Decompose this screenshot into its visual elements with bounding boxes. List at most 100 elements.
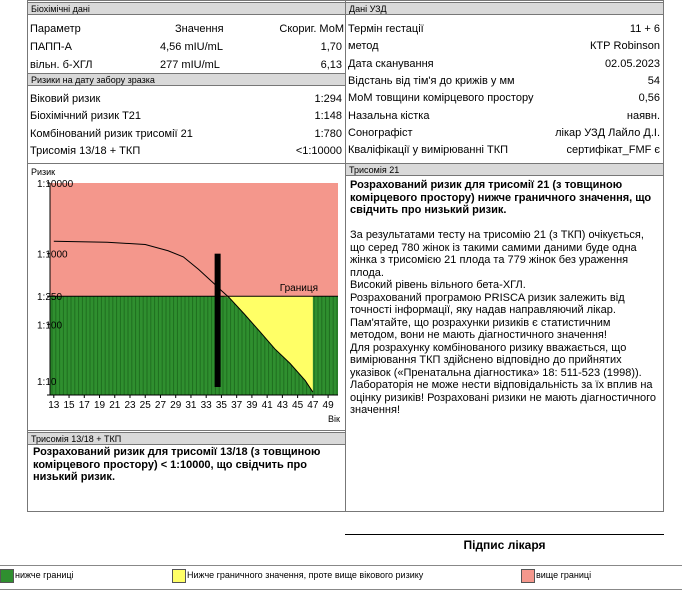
cell: Віковий ризик bbox=[30, 93, 101, 105]
cell: 11 + 6 bbox=[629, 23, 660, 35]
legend-rule bbox=[0, 565, 682, 566]
x-tick-label: 45 bbox=[292, 400, 304, 411]
cell: вільн. б-ХГЛ bbox=[30, 59, 93, 71]
legend-label: Нижче граничного значення, проте вище ві… bbox=[187, 570, 424, 580]
cell: наявн. bbox=[626, 109, 660, 122]
x-tick-label: 31 bbox=[185, 400, 197, 411]
y-tick-label: 1:10000 bbox=[37, 179, 74, 190]
y-tick-label: 1:250 bbox=[37, 292, 62, 303]
t21-paragraph: Розрахований програмою PRISCA ризик зале… bbox=[350, 291, 625, 317]
x-tick-label: 29 bbox=[170, 400, 182, 411]
x-tick-label: 47 bbox=[307, 400, 319, 411]
x-tick-label: 13 bbox=[48, 400, 60, 411]
x-tick-label: 49 bbox=[323, 400, 335, 411]
table-row: Термін гестації 11 + 6 bbox=[348, 21, 660, 38]
x-tick-label: 25 bbox=[140, 400, 152, 411]
x-tick-label: 37 bbox=[231, 400, 243, 411]
legend-swatch bbox=[521, 569, 535, 583]
cell: Відстань від тім'я до крижів у мм bbox=[348, 74, 515, 87]
t21-paragraph: За результатами тесту на трисомію 21 (з … bbox=[350, 229, 644, 279]
x-axis-label: Вік bbox=[328, 414, 340, 424]
y-tick-label: 1:100 bbox=[37, 320, 62, 331]
t1318-text: Розрахований ризик для трисомії 13/18 (з… bbox=[33, 446, 321, 483]
table-row: Трисомія 13/18 + ТКП <1:10000 bbox=[30, 143, 342, 160]
cell: Трисомія 13/18 + ТКП bbox=[30, 144, 141, 157]
x-tick-label: 21 bbox=[109, 400, 121, 411]
cell: Комбінований ризик трисомії 21 bbox=[30, 127, 193, 140]
table-row: Назальна кістка наявн. bbox=[348, 108, 660, 125]
cell: 54 bbox=[647, 74, 660, 87]
cell: метод bbox=[348, 40, 379, 53]
cell: Сонографіст bbox=[348, 126, 413, 139]
table-row: метод КТР Robinson bbox=[348, 38, 660, 55]
col-header: Параметр bbox=[30, 23, 81, 35]
cell: 1:780 bbox=[314, 127, 342, 140]
table-row: МоМ товщини комірцевого простору 0,56 bbox=[348, 90, 660, 107]
x-tick-label: 43 bbox=[277, 400, 289, 411]
x-tick-label: 33 bbox=[201, 400, 213, 411]
cell: Кваліфікації у вимірюванні ТКП bbox=[348, 144, 509, 157]
y-axis-label: Ризик bbox=[31, 167, 55, 177]
risk-chart: Границя 1:10 1:100 1:250 1:1000 1:10000 13 15 17… bbox=[27, 163, 346, 431]
region-above bbox=[50, 183, 338, 297]
table-row: Сонографіст лікар УЗД Лайло Д.І. bbox=[348, 125, 660, 142]
section-header: Дані УЗД bbox=[345, 2, 664, 15]
region-between bbox=[53, 296, 313, 393]
cell: <1:10000 bbox=[295, 144, 342, 157]
cell: лікар УЗД Лайло Д.І. bbox=[555, 126, 660, 139]
table-row: вільн. б-ХГЛ 277 mIU/mL 6,13 bbox=[30, 57, 344, 74]
cell: Дата сканування bbox=[348, 57, 434, 70]
section-header: Біохімічні дані bbox=[27, 2, 346, 15]
x-tick-label: 35 bbox=[216, 400, 228, 411]
cell: 1:294 bbox=[314, 93, 342, 105]
col-header: Значення bbox=[175, 23, 224, 35]
section-header: Ризики на дату забору зразка bbox=[27, 73, 346, 86]
table-header-row: Параметр Значення Скориг. МоМ bbox=[30, 21, 344, 38]
cell: 0,56 bbox=[638, 92, 660, 105]
table-row: Віковий ризик 1:294 bbox=[30, 91, 342, 108]
x-tick-label: 15 bbox=[63, 400, 75, 411]
risk-curve bbox=[53, 240, 314, 393]
table-row: ПАПП-А 4,56 mIU/mL 1,70 bbox=[30, 39, 344, 56]
x-tick-label: 41 bbox=[262, 400, 274, 411]
t21-summary: Розрахований ризик для трисомії 21 (з то… bbox=[350, 179, 652, 216]
table-row: Відстань від тім'я до крижів у мм 54 bbox=[348, 73, 660, 90]
cell: 1:148 bbox=[314, 110, 342, 123]
legend-swatch bbox=[172, 569, 186, 583]
x-tick-label: 17 bbox=[79, 400, 91, 411]
legend-label: вище границі bbox=[536, 570, 592, 580]
cell: МоМ товщини комірцевого простору bbox=[348, 92, 534, 105]
y-tick-label: 1:10 bbox=[37, 377, 57, 388]
x-tick-label: 23 bbox=[124, 400, 136, 411]
legend-rule bbox=[0, 589, 682, 590]
cell: ПАПП-А bbox=[30, 41, 72, 53]
col-header: Скориг. МоМ bbox=[279, 23, 344, 35]
x-tick-label: 27 bbox=[155, 400, 167, 411]
cell: 277 mIU/mL bbox=[160, 59, 220, 71]
cell: КТР Robinson bbox=[590, 40, 660, 53]
signature-line bbox=[345, 534, 664, 535]
legend-swatch bbox=[0, 569, 14, 583]
boundary-label: Границя bbox=[280, 283, 318, 294]
cell: Назальна кістка bbox=[348, 109, 430, 122]
section-header: Трисомія 21 bbox=[345, 163, 664, 176]
t21-paragraph: Для розрахунку комбінованого ризику вваж… bbox=[350, 341, 642, 379]
table-row: Дата сканування 02.05.2023 bbox=[348, 56, 660, 73]
t21-paragraph: Високий рівень вільного бета-ХГЛ. bbox=[350, 279, 526, 291]
cell: 6,13 bbox=[320, 59, 342, 71]
y-tick-label: 1:1000 bbox=[37, 250, 68, 261]
t21-paragraph: Лабораторія не може нести відповідальніс… bbox=[350, 379, 657, 416]
legend-label: нижче границі bbox=[15, 570, 74, 580]
cell: Біохімічний ризик Т21 bbox=[30, 110, 142, 123]
signature: Підпис лікаря bbox=[463, 538, 546, 552]
table-row: Кваліфікації у вимірюванні ТКП сертифікат… bbox=[348, 142, 660, 159]
cell: Термін гестації bbox=[348, 23, 424, 35]
x-tick-label: 19 bbox=[94, 400, 106, 411]
section-header: Трисомія 13/18 + ТКП bbox=[27, 432, 346, 445]
table-row: Комбінований ризик трисомії 21 1:780 bbox=[30, 126, 342, 143]
patient-marker bbox=[214, 253, 221, 387]
cell: 02.05.2023 bbox=[604, 57, 660, 70]
table-row: Біохімічний ризик Т21 1:148 bbox=[30, 108, 342, 125]
t21-paragraphs: За результатами тесту на трисомію 21 (з … bbox=[350, 229, 658, 417]
